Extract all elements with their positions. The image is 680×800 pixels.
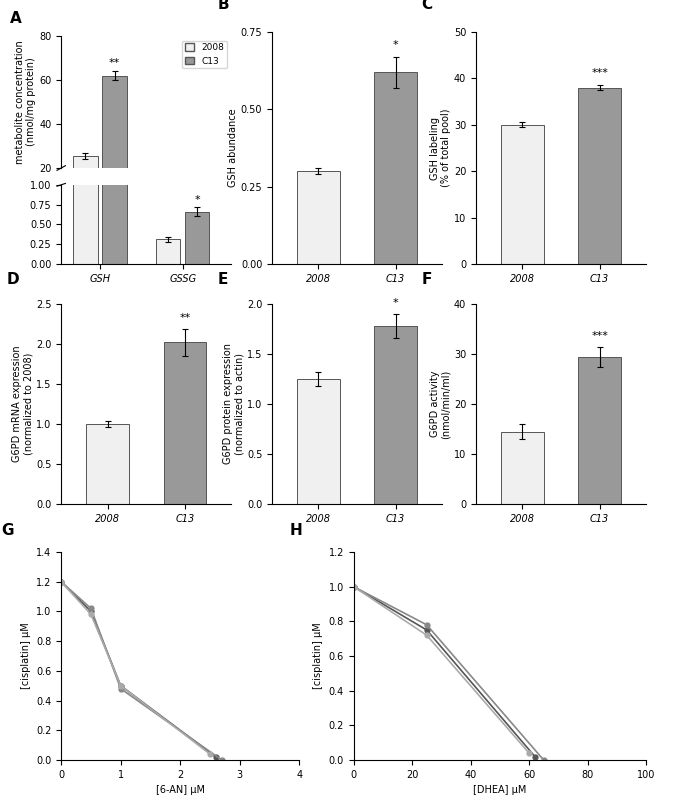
Bar bbox=[501, 431, 543, 504]
Bar bbox=[164, 342, 206, 504]
Text: A: A bbox=[10, 10, 22, 26]
Text: H: H bbox=[289, 523, 302, 538]
Bar bbox=[297, 171, 339, 264]
Bar bbox=[73, 0, 98, 264]
Text: **: ** bbox=[180, 313, 190, 322]
Bar bbox=[185, 212, 209, 264]
Y-axis label: G6PD activity
(nmol/min/ml): G6PD activity (nmol/min/ml) bbox=[430, 370, 451, 438]
Bar bbox=[73, 156, 98, 212]
Bar bbox=[297, 379, 339, 504]
Bar bbox=[375, 72, 417, 264]
Text: *: * bbox=[194, 194, 200, 205]
Y-axis label: metabolite concentration
(nmol/mg protein): metabolite concentration (nmol/mg protei… bbox=[15, 40, 36, 164]
Y-axis label: GSH labeling
(% of total pool): GSH labeling (% of total pool) bbox=[430, 109, 451, 187]
Text: ***: *** bbox=[591, 330, 608, 341]
Text: *: * bbox=[393, 298, 398, 308]
Text: G: G bbox=[1, 523, 14, 538]
Text: C: C bbox=[422, 0, 432, 12]
Legend: 2008, C13: 2008, C13 bbox=[182, 41, 226, 69]
Y-axis label: G6PD protein expression
(normalized to actin): G6PD protein expression (normalized to a… bbox=[222, 343, 244, 465]
Bar bbox=[579, 357, 621, 504]
X-axis label: [DHEA] μM: [DHEA] μM bbox=[473, 786, 526, 795]
Bar bbox=[86, 424, 129, 504]
Y-axis label: GSH abundance: GSH abundance bbox=[228, 109, 238, 187]
Bar bbox=[103, 76, 126, 212]
Bar bbox=[501, 125, 543, 264]
Bar bbox=[375, 326, 417, 504]
Y-axis label: G6PD mRNA expression
(normalized to 2008): G6PD mRNA expression (normalized to 2008… bbox=[12, 346, 33, 462]
Y-axis label: [cisplatin] μM: [cisplatin] μM bbox=[20, 622, 31, 690]
Text: *: * bbox=[393, 40, 398, 50]
Y-axis label: [cisplatin] μM: [cisplatin] μM bbox=[313, 622, 323, 690]
Bar bbox=[103, 0, 126, 264]
Bar bbox=[156, 239, 180, 264]
Bar bbox=[579, 88, 621, 264]
Text: F: F bbox=[422, 272, 432, 287]
Text: B: B bbox=[218, 0, 229, 12]
Text: ***: *** bbox=[591, 68, 608, 78]
X-axis label: [6-AN] μM: [6-AN] μM bbox=[156, 786, 205, 795]
Text: **: ** bbox=[109, 58, 120, 68]
Text: E: E bbox=[218, 272, 228, 287]
Text: D: D bbox=[7, 272, 20, 287]
